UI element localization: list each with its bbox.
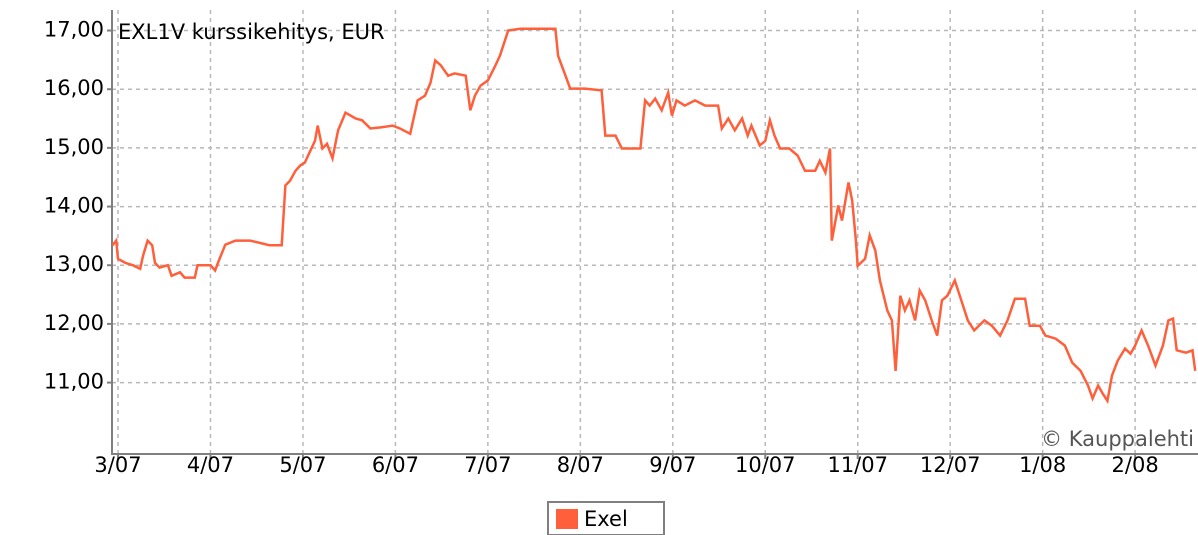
y-tick-label: 15,00 — [44, 135, 104, 159]
x-tick-label: 9/07 — [649, 453, 696, 477]
legend-label: Exel — [584, 507, 628, 531]
y-tick-label: 11,00 — [44, 370, 104, 394]
x-tick-label: 4/07 — [187, 453, 234, 477]
chart-title: EXL1V kurssikehitys, EUR — [118, 20, 385, 44]
source: © Kauppalehti — [1041, 427, 1194, 451]
x-tick-label: 2/08 — [1112, 453, 1159, 477]
x-tick-label: 3/07 — [94, 453, 141, 477]
x-tick-label: 11/07 — [827, 453, 888, 477]
y-tick-label: 12,00 — [44, 311, 104, 335]
x-tick-label: 10/07 — [735, 453, 796, 477]
x-tick-label: 7/07 — [464, 453, 511, 477]
x-tick-label: 6/07 — [372, 453, 419, 477]
y-tick-label: 13,00 — [44, 252, 104, 276]
line-series — [111, 27, 1197, 405]
x-tick-label: 5/07 — [279, 453, 326, 477]
y-tick-label: 16,00 — [44, 76, 104, 100]
x-tick-label: 1/08 — [1019, 453, 1066, 477]
y-tick-label: 14,00 — [44, 194, 104, 218]
y-tick-label: 17,00 — [44, 18, 104, 42]
plot-area — [112, 10, 1198, 453]
x-tick-label: 8/07 — [557, 453, 604, 477]
legend-swatch — [556, 509, 578, 529]
x-tick-label: 12/07 — [920, 453, 981, 477]
